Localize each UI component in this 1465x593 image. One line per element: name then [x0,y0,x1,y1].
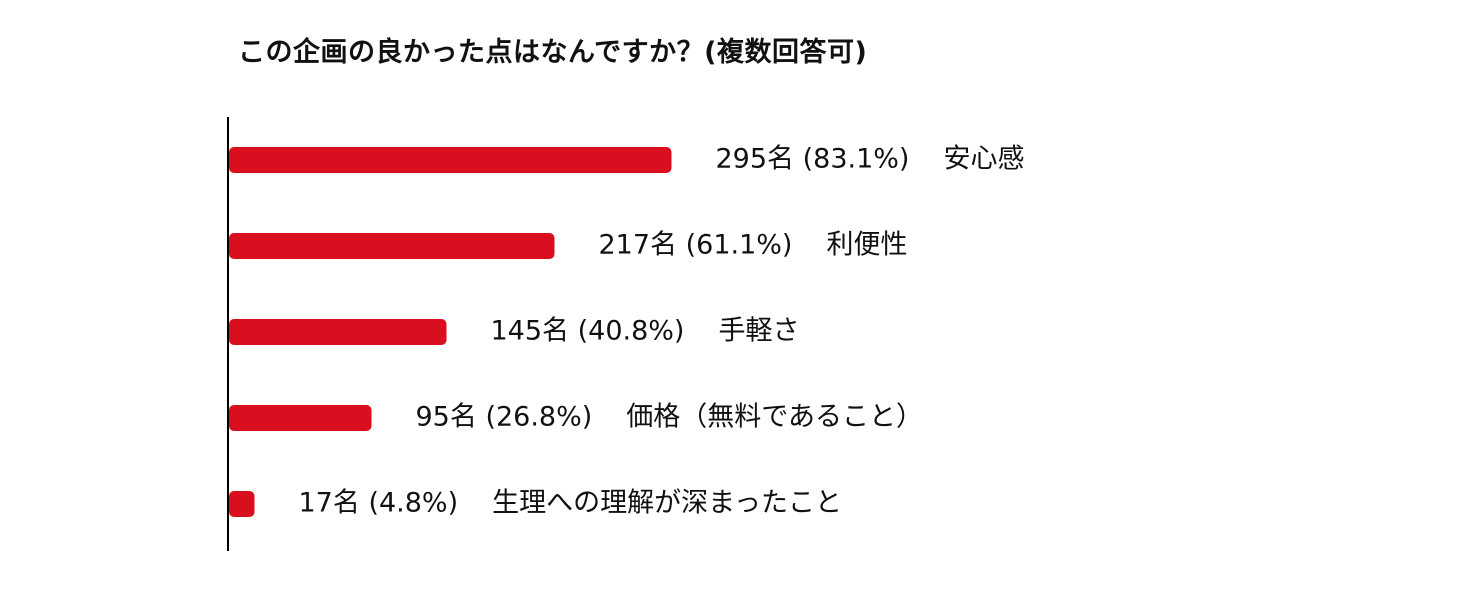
chart-title: この企画の良かった点はなんですか？(複数回答可) [238,37,868,68]
bar-1 [229,233,555,259]
data-label-1: 217名 (61.1%) [599,230,793,261]
bar-2 [229,319,447,345]
bars-layer [229,147,672,517]
category-label-0: 安心感 [943,144,1024,175]
data-label-3: 95名 (26.8%) [416,402,593,433]
bar-4 [229,491,255,517]
data-label-2: 145名 (40.8%) [491,316,685,347]
category-label-1: 利便性 [826,230,907,261]
category-label-2: 手軽さ [718,316,799,347]
labels-layer: 295名 (83.1%) 安心感 217名 (61.1%) 利便性 145名 (40.8… [299,144,1025,519]
bar-0 [229,147,672,173]
data-label-4: 17名 (4.8%) [299,488,459,519]
bar-3 [229,405,372,431]
data-label-0: 295名 (83.1%) [716,144,910,175]
category-label-4: 生理への理解が深まったこと [492,488,842,519]
category-label-3: 価格（無料であること） [626,402,923,433]
